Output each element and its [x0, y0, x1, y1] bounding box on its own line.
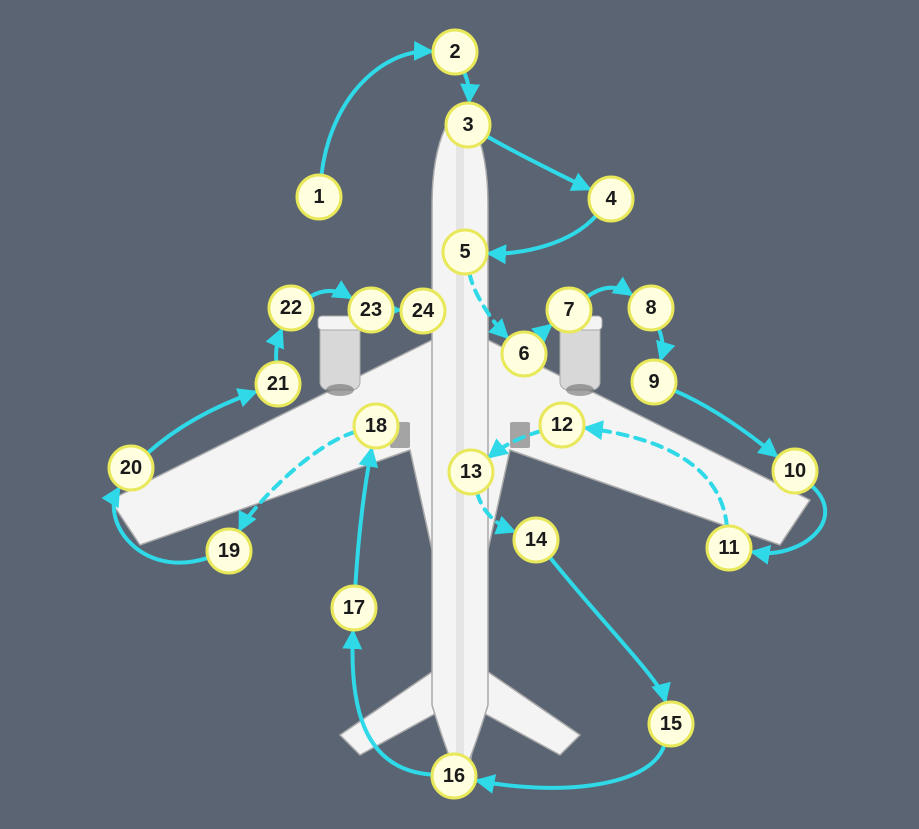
node-16[interactable]: 16	[432, 754, 476, 798]
node-13[interactable]: 13	[449, 450, 493, 494]
node-15[interactable]: 15	[649, 702, 693, 746]
node-20[interactable]: 20	[109, 446, 153, 490]
node-12[interactable]: 12	[540, 403, 584, 447]
node-1[interactable]: 1	[297, 175, 341, 219]
node-8[interactable]: 8	[629, 286, 673, 330]
node-19[interactable]: 19	[207, 529, 251, 573]
node-24[interactable]: 24	[401, 289, 445, 333]
node-2[interactable]: 2	[433, 30, 477, 74]
node-11[interactable]: 11	[707, 526, 751, 570]
node-7[interactable]: 7	[547, 288, 591, 332]
node-17[interactable]: 17	[332, 586, 376, 630]
node-21[interactable]: 21	[256, 362, 300, 406]
node-10[interactable]: 10	[773, 449, 817, 493]
node-18[interactable]: 18	[354, 404, 398, 448]
node-22[interactable]: 22	[269, 286, 313, 330]
node-9[interactable]: 9	[632, 360, 676, 404]
diagram-canvas: 123456789101112131415161718192021222324	[0, 0, 919, 829]
node-14[interactable]: 14	[514, 518, 558, 562]
node-5[interactable]: 5	[443, 230, 487, 274]
node-6[interactable]: 6	[502, 332, 546, 376]
node-23[interactable]: 23	[349, 288, 393, 332]
node-3[interactable]: 3	[446, 103, 490, 147]
node-4[interactable]: 4	[589, 177, 633, 221]
